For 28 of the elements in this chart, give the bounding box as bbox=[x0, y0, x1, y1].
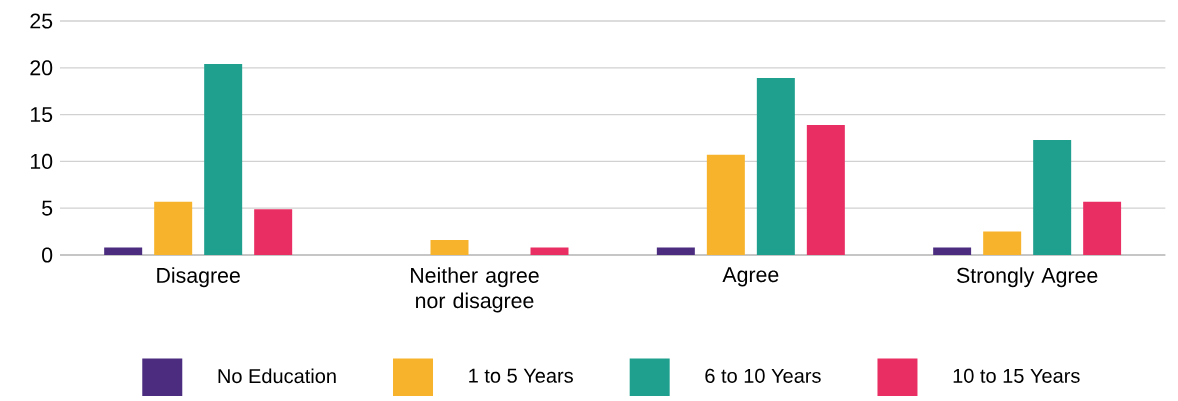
bar bbox=[1033, 139, 1072, 255]
x-tick-label: Disagree bbox=[157, 267, 240, 288]
bar bbox=[806, 124, 845, 255]
y-tick-label: 15 bbox=[30, 107, 53, 123]
bar bbox=[706, 154, 745, 255]
bar bbox=[656, 247, 695, 255]
y-tick-label: 5 bbox=[42, 200, 53, 216]
y-tick-label: 10 bbox=[30, 153, 53, 169]
bar bbox=[430, 240, 469, 255]
bar bbox=[1083, 201, 1122, 255]
y-tick-label: 25 bbox=[30, 13, 53, 29]
x-tick-label: Strongly Agree bbox=[956, 267, 1098, 288]
bar bbox=[104, 247, 143, 255]
bar bbox=[756, 78, 795, 255]
bar bbox=[154, 201, 193, 255]
legend-label: No Education bbox=[218, 368, 336, 384]
y-tick-label: 20 bbox=[30, 60, 53, 76]
y-tick-label: 0 bbox=[42, 247, 53, 263]
legend-label: 6 to 10 Years bbox=[705, 368, 821, 383]
bar bbox=[933, 247, 972, 255]
legend-label: 1 to 5 Years bbox=[469, 368, 573, 383]
bar bbox=[983, 231, 1022, 255]
legend-label: 10 to 15 Years bbox=[953, 368, 1080, 383]
bar bbox=[530, 247, 569, 255]
bar bbox=[254, 209, 293, 255]
bar bbox=[204, 64, 243, 255]
x-tick-label: Neither agree nor disagree bbox=[411, 267, 539, 313]
x-tick-label: Agree bbox=[722, 267, 779, 287]
